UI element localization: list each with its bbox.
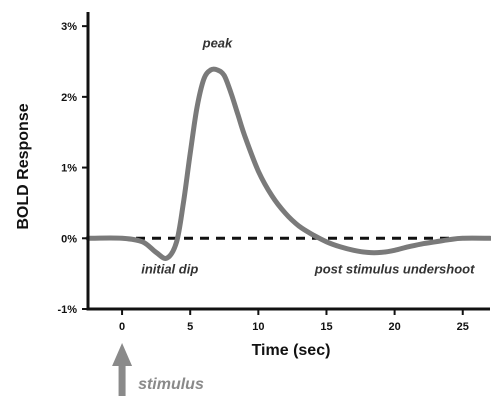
y-axis-title: BOLD Response — [15, 103, 32, 229]
y-tick-label: 0% — [61, 233, 77, 245]
annotation-label: peak — [202, 35, 233, 50]
y-tick-label: 1% — [61, 163, 77, 175]
annotation-label: post stimulus undershoot — [314, 262, 475, 277]
x-tick-label: 25 — [457, 321, 469, 333]
x-tick-label: 5 — [187, 321, 193, 333]
stimulus-arrow-icon — [112, 343, 133, 396]
y-tick-label: 2% — [61, 92, 77, 104]
x-tick-label: 10 — [252, 321, 264, 333]
annotations: peak initial dip post stimulus undershoot — [141, 35, 475, 276]
bold-response-curve — [85, 66, 491, 261]
x-axis-title: Time (sec) — [252, 342, 331, 359]
y-tick-label: -1% — [57, 304, 77, 316]
annotation-label: initial dip — [141, 262, 198, 277]
series-layer — [85, 66, 491, 261]
x-axis-ticks: 0 5 10 15 20 25 — [119, 309, 469, 333]
x-tick-label: 20 — [388, 321, 400, 333]
x-tick-label: 15 — [320, 321, 332, 333]
stimulus-marker: stimulus — [112, 343, 204, 396]
axes — [86, 12, 490, 311]
stimulus-label: stimulus — [138, 376, 204, 393]
y-tick-label: 3% — [61, 21, 77, 33]
x-tick-label: 0 — [119, 321, 125, 333]
y-axis-ticks: -1% 0% 1% 2% 3% — [57, 21, 88, 316]
